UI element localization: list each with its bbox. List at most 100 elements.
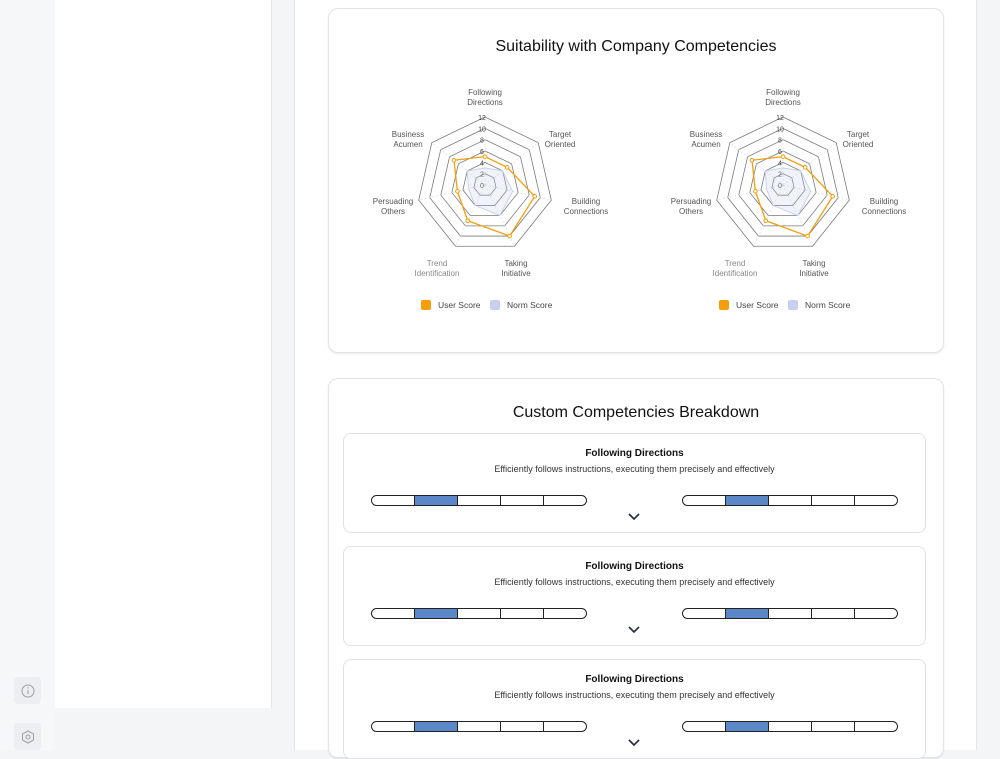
- grid-ring: [473, 173, 497, 196]
- score-segment: [855, 722, 897, 731]
- tick-label: 10: [776, 126, 784, 133]
- tick-label: 4: [480, 160, 484, 167]
- score-segment: [458, 496, 501, 505]
- score-segment: [415, 722, 458, 731]
- tick-label: 4: [778, 160, 782, 167]
- score-segment: [769, 722, 812, 731]
- sidebar-panel: [55, 0, 272, 708]
- chevron-down-icon[interactable]: [627, 625, 641, 635]
- score-bar-right: [682, 721, 898, 732]
- competency-description: Efficiently follows instructions, execut…: [494, 464, 775, 474]
- score-bar-left: [371, 721, 587, 732]
- grid-spoke: [455, 184, 486, 247]
- score-segment: [855, 609, 897, 618]
- tick-label: 0: [480, 183, 484, 190]
- axis-label: Persuading Others: [671, 197, 711, 216]
- score-segment: [683, 496, 726, 505]
- score-segment: [372, 496, 415, 505]
- score-segment: [855, 496, 897, 505]
- axis-label: Target Oriented: [545, 130, 576, 149]
- score-bar-right: [682, 495, 898, 506]
- grid-spoke: [716, 184, 784, 201]
- tick-label: 8: [778, 138, 782, 145]
- axis-label: Following Directions: [765, 88, 801, 107]
- data-point: [749, 157, 755, 163]
- competency-item[interactable]: Following Directions Efficiently follows …: [343, 659, 926, 759]
- score-bar-right: [682, 608, 898, 619]
- score-segment: [812, 609, 855, 618]
- axis-label: Target Oriented: [843, 130, 874, 149]
- score-segment: [769, 609, 812, 618]
- tick-label: 8: [480, 138, 484, 145]
- tick-label: 2: [480, 172, 484, 179]
- series-line-norm: [466, 167, 514, 217]
- data-point: [830, 194, 836, 199]
- data-point: [482, 154, 488, 159]
- grid-spoke: [782, 142, 837, 186]
- axis-label: Business Acumen: [690, 130, 722, 149]
- legend-user-swatch: [719, 300, 729, 310]
- axis-label: Building Connections: [862, 197, 906, 216]
- tick-label: 0: [778, 183, 782, 190]
- legend-user-label: User Score: [736, 300, 779, 310]
- grid-ring: [451, 150, 519, 217]
- axis-label: Trend Identification: [713, 259, 758, 278]
- score-segment: [726, 609, 769, 618]
- data-point: [802, 165, 808, 170]
- axis-label: Taking Initiative: [799, 259, 829, 278]
- data-point: [451, 157, 457, 163]
- chevron-down-icon[interactable]: [627, 512, 641, 522]
- score-segment: [415, 496, 458, 505]
- axis-label: Building Connections: [564, 197, 608, 216]
- score-segment: [726, 496, 769, 505]
- axis-label: Persuading Others: [373, 197, 413, 216]
- data-point: [753, 189, 758, 194]
- grid-ring: [716, 116, 850, 247]
- data-point: [780, 154, 786, 159]
- grid-ring: [760, 161, 806, 206]
- data-point: [465, 218, 471, 224]
- grid-spoke: [484, 142, 539, 186]
- grid-ring: [440, 139, 530, 227]
- tick-label: 6: [480, 149, 484, 156]
- chevron-down-icon[interactable]: [627, 738, 641, 748]
- legend-norm-swatch: [490, 300, 500, 310]
- score-segment: [544, 609, 586, 618]
- competency-item[interactable]: Following Directions Efficiently follows …: [343, 546, 926, 646]
- score-segment: [683, 722, 726, 731]
- axis-label: Business Acumen: [392, 130, 424, 149]
- tick-label: 10: [478, 126, 486, 133]
- competency-title: Following Directions: [585, 561, 684, 572]
- grid-ring: [771, 173, 795, 196]
- score-segment: [812, 496, 855, 505]
- competency-description: Efficiently follows instructions, execut…: [494, 690, 775, 700]
- data-point: [455, 189, 460, 194]
- score-segment: [812, 722, 855, 731]
- grid-ring: [429, 127, 541, 237]
- grid-spoke: [431, 142, 486, 186]
- score-segment: [683, 609, 726, 618]
- score-segment: [501, 609, 544, 618]
- hexagon-settings-icon[interactable]: [14, 723, 41, 750]
- score-segment: [372, 609, 415, 618]
- grid-ring: [738, 139, 828, 227]
- grid-ring: [462, 161, 508, 206]
- score-segment: [544, 496, 586, 505]
- grid-ring: [727, 127, 839, 237]
- competency-title: Following Directions: [585, 674, 684, 685]
- legend-norm-swatch: [788, 300, 798, 310]
- axis-label: Following Directions: [467, 88, 503, 107]
- right-gutter: [977, 0, 1000, 750]
- score-segment: [726, 722, 769, 731]
- suitability-title: Suitability with Company Competencies: [495, 38, 777, 55]
- score-segment: [501, 722, 544, 731]
- axis-label: Trend Identification: [415, 259, 460, 278]
- data-point: [805, 233, 810, 239]
- grid-ring: [418, 116, 552, 247]
- data-point: [763, 218, 769, 224]
- info-icon[interactable]: [14, 677, 41, 704]
- competency-item[interactable]: Following Directions Efficiently follows …: [343, 433, 926, 533]
- tick-label: 6: [778, 149, 782, 156]
- score-bar-left: [371, 608, 587, 619]
